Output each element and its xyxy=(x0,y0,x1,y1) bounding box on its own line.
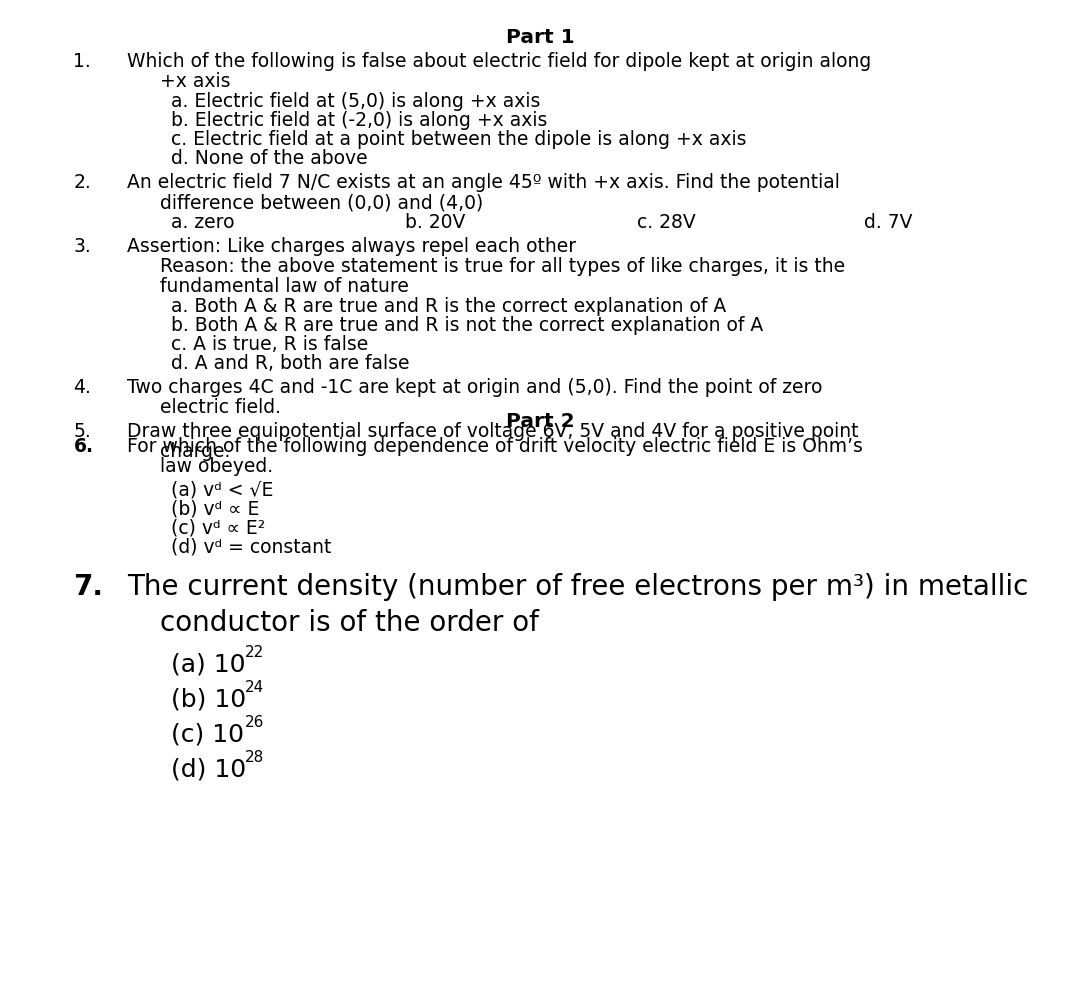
Text: For which of the following dependence of drift velocity electric field E is Ohm’: For which of the following dependence of… xyxy=(127,437,863,456)
Text: c. Electric field at a point between the dipole is along +x axis: c. Electric field at a point between the… xyxy=(171,130,746,149)
Text: Which of the following is false about electric field for dipole kept at origin a: Which of the following is false about el… xyxy=(127,52,872,71)
Text: The current density (number of free electrons per m³) in metallic: The current density (number of free elec… xyxy=(127,573,1029,601)
Text: electric field.: electric field. xyxy=(160,398,281,417)
Text: +x axis: +x axis xyxy=(160,72,230,91)
Text: (a) 10: (a) 10 xyxy=(171,653,245,677)
Text: Part 1: Part 1 xyxy=(505,28,575,47)
Text: (d) 10: (d) 10 xyxy=(171,758,246,782)
Text: (b) 10: (b) 10 xyxy=(171,688,246,712)
Text: law obeyed.: law obeyed. xyxy=(160,457,273,476)
Text: (a) vᵈ < √E: (a) vᵈ < √E xyxy=(171,480,273,499)
Text: b. Electric field at (-2,0) is along +x axis: b. Electric field at (-2,0) is along +x … xyxy=(171,111,546,130)
Text: d. A and R, both are false: d. A and R, both are false xyxy=(171,354,409,373)
Text: c. 28V: c. 28V xyxy=(637,213,696,232)
Text: 7.: 7. xyxy=(73,573,104,601)
Text: c. A is true, R is false: c. A is true, R is false xyxy=(171,335,368,354)
Text: Assertion: Like charges always repel each other: Assertion: Like charges always repel eac… xyxy=(127,237,577,256)
Text: charge.: charge. xyxy=(160,442,230,461)
Text: conductor is of the order of: conductor is of the order of xyxy=(160,609,539,637)
Text: 24: 24 xyxy=(245,680,265,695)
Text: Draw three equipotential surface of voltage 6V, 5V and 4V for a positive point: Draw three equipotential surface of volt… xyxy=(127,422,859,441)
Text: 28: 28 xyxy=(245,750,265,765)
Text: a. Both A & R are true and R is the correct explanation of A: a. Both A & R are true and R is the corr… xyxy=(171,297,726,316)
Text: An electric field 7 N/C exists at an angle 45º with +x axis. Find the potential: An electric field 7 N/C exists at an ang… xyxy=(127,173,840,192)
Text: d. 7V: d. 7V xyxy=(864,213,913,232)
Text: 3.: 3. xyxy=(73,237,91,256)
Text: (d) vᵈ = constant: (d) vᵈ = constant xyxy=(171,538,330,557)
Text: (b) vᵈ ∝ E: (b) vᵈ ∝ E xyxy=(171,499,259,519)
Text: 1.: 1. xyxy=(73,52,91,71)
Text: difference between (0,0) and (4,0): difference between (0,0) and (4,0) xyxy=(160,193,483,212)
Text: d. None of the above: d. None of the above xyxy=(171,149,367,168)
Text: b. 20V: b. 20V xyxy=(405,213,465,232)
Text: fundamental law of nature: fundamental law of nature xyxy=(160,277,408,296)
Text: (c) vᵈ ∝ E²: (c) vᵈ ∝ E² xyxy=(171,519,265,538)
Text: 4.: 4. xyxy=(73,378,92,397)
Text: b. Both A & R are true and R is not the correct explanation of A: b. Both A & R are true and R is not the … xyxy=(171,316,762,335)
Text: 5.: 5. xyxy=(73,422,91,441)
Text: 2.: 2. xyxy=(73,173,91,192)
Text: 22: 22 xyxy=(245,645,265,660)
Text: Reason: the above statement is true for all types of like charges, it is the: Reason: the above statement is true for … xyxy=(160,257,845,276)
Text: a. Electric field at (5,0) is along +x axis: a. Electric field at (5,0) is along +x a… xyxy=(171,92,540,111)
Text: a. zero: a. zero xyxy=(171,213,234,232)
Text: Part 2: Part 2 xyxy=(505,412,575,431)
Text: 26: 26 xyxy=(245,715,265,730)
Text: Two charges 4C and -1C are kept at origin and (5,0). Find the point of zero: Two charges 4C and -1C are kept at origi… xyxy=(127,378,823,397)
Text: (c) 10: (c) 10 xyxy=(171,723,244,747)
Text: 6.: 6. xyxy=(73,437,94,456)
